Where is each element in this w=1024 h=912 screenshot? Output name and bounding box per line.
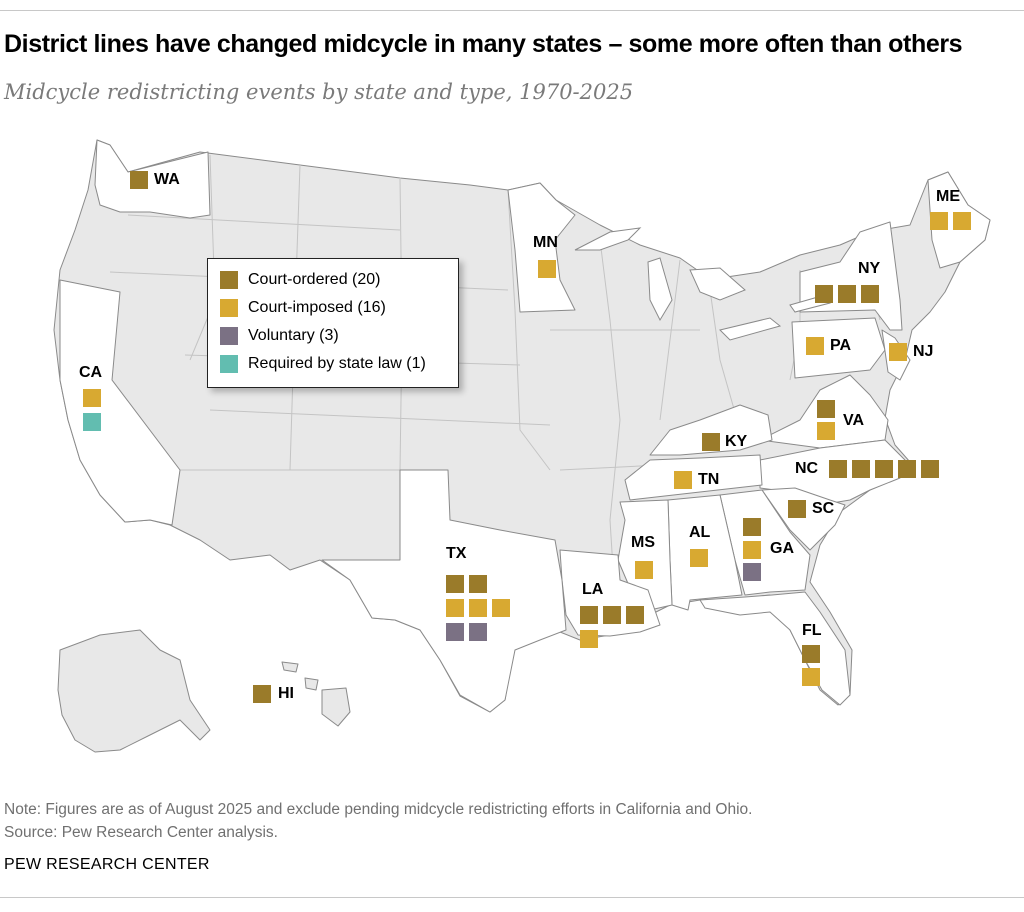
event-square-mn-court-imposed: [538, 260, 556, 278]
event-square-ga-court-imposed: [743, 541, 761, 559]
event-square-tx-court-imposed: [446, 599, 464, 617]
event-square-wa-court-ordered: [130, 171, 148, 189]
state-label-me: ME: [936, 188, 960, 205]
event-square-ga-voluntary: [743, 563, 761, 581]
note-text: Note: Figures are as of August 2025 and …: [4, 801, 753, 818]
state-label-ca: CA: [79, 364, 103, 381]
event-square-nc-court-ordered: [829, 460, 847, 478]
chart-title: District lines have changed midcycle in …: [4, 30, 963, 58]
legend-label-voluntary: Voluntary (3): [248, 327, 339, 344]
event-square-nj-court-imposed: [889, 343, 907, 361]
event-square-la-court-ordered: [580, 606, 598, 624]
state-label-hi: HI: [278, 685, 294, 702]
event-square-sc-court-ordered: [788, 500, 806, 518]
event-square-fl-court-ordered: [802, 645, 820, 663]
event-square-ny-court-ordered: [815, 285, 833, 303]
us-map: [53, 139, 991, 753]
legend: Court-ordered (20) Court-imposed (16) Vo…: [207, 258, 459, 388]
event-square-tx-voluntary: [446, 623, 464, 641]
event-square-pa-court-imposed: [806, 337, 824, 355]
top-rule: [0, 10, 1024, 11]
state-shape-tx: [321, 469, 567, 713]
event-square-nc-court-ordered: [898, 460, 916, 478]
state-label-ky: KY: [725, 433, 748, 450]
event-square-tx-voluntary: [469, 623, 487, 641]
event-square-ny-court-ordered: [861, 285, 879, 303]
event-square-al-court-imposed: [690, 549, 708, 567]
state-label-sc: SC: [812, 500, 835, 517]
event-square-tx-court-imposed: [469, 599, 487, 617]
state-label-mn: MN: [533, 234, 558, 251]
event-square-tx-court-ordered: [446, 575, 464, 593]
event-square-la-court-imposed: [580, 630, 598, 648]
event-square-va-court-ordered: [817, 400, 835, 418]
state-shape-tn: [624, 454, 763, 501]
bottom-rule: [0, 897, 1024, 898]
state-label-ga: GA: [770, 540, 794, 557]
event-square-ca-state-law: [83, 413, 101, 431]
state-shape-fl: [699, 591, 851, 706]
state-label-nj: NJ: [913, 343, 934, 360]
event-square-fl-court-imposed: [802, 668, 820, 686]
hawaii-land: [281, 661, 351, 727]
great-lakes: [574, 227, 831, 341]
event-square-nc-court-ordered: [852, 460, 870, 478]
event-square-ny-court-ordered: [838, 285, 856, 303]
event-square-va-court-imposed: [817, 422, 835, 440]
state-label-pa: PA: [830, 337, 852, 354]
state-label-va: VA: [843, 412, 865, 429]
chart-subtitle: Midcycle redistricting events by state a…: [4, 80, 634, 104]
state-label-tx: TX: [446, 545, 467, 562]
event-square-la-court-ordered: [603, 606, 621, 624]
state-shape-mn: [507, 182, 576, 313]
state-label-nc: NC: [795, 460, 819, 477]
state-shape-ky: [649, 404, 773, 456]
source-text: Source: Pew Research Center analysis.: [4, 824, 278, 841]
state-label-al: AL: [689, 524, 711, 541]
alaska-land: [57, 629, 211, 753]
state-shape-ga: [719, 489, 811, 596]
state-label-la: LA: [582, 581, 604, 598]
event-square-ms-court-imposed: [635, 561, 653, 579]
event-square-ca-court-imposed: [83, 389, 101, 407]
state-label-tn: TN: [698, 471, 720, 488]
state-label-ms: MS: [631, 534, 655, 551]
event-square-hi-court-ordered: [253, 685, 271, 703]
event-square-ga-court-ordered: [743, 518, 761, 536]
state-label-fl: FL: [802, 622, 822, 639]
legend-swatch-court-imposed: [220, 299, 238, 317]
state-shape-ca: [59, 279, 181, 526]
legend-label-court-imposed: Court-imposed (16): [248, 299, 386, 316]
event-square-tx-court-imposed: [492, 599, 510, 617]
legend-label-court-ordered: Court-ordered (20): [248, 271, 381, 288]
state-label-ny: NY: [858, 260, 881, 277]
state-shape-wa: [94, 139, 211, 219]
event-square-tn-court-imposed: [674, 471, 692, 489]
legend-swatch-voluntary: [220, 327, 238, 345]
event-square-ky-court-ordered: [702, 433, 720, 451]
event-square-la-court-ordered: [626, 606, 644, 624]
event-square-me-court-imposed: [953, 212, 971, 230]
event-square-tx-court-ordered: [469, 575, 487, 593]
legend-label-state-law: Required by state law (1): [248, 355, 426, 372]
legend-swatch-state-law: [220, 355, 238, 373]
footnote: Note: Figures are as of August 2025 and …: [4, 798, 752, 844]
brand-name: PEW RESEARCH CENTER: [4, 856, 210, 873]
event-square-nc-court-ordered: [875, 460, 893, 478]
legend-swatch-court-ordered: [220, 271, 238, 289]
state-label-wa: WA: [154, 171, 180, 188]
state-shape-pa: [791, 317, 886, 379]
event-square-nc-court-ordered: [921, 460, 939, 478]
state-shape-sc: [761, 487, 846, 551]
event-square-me-court-imposed: [930, 212, 948, 230]
